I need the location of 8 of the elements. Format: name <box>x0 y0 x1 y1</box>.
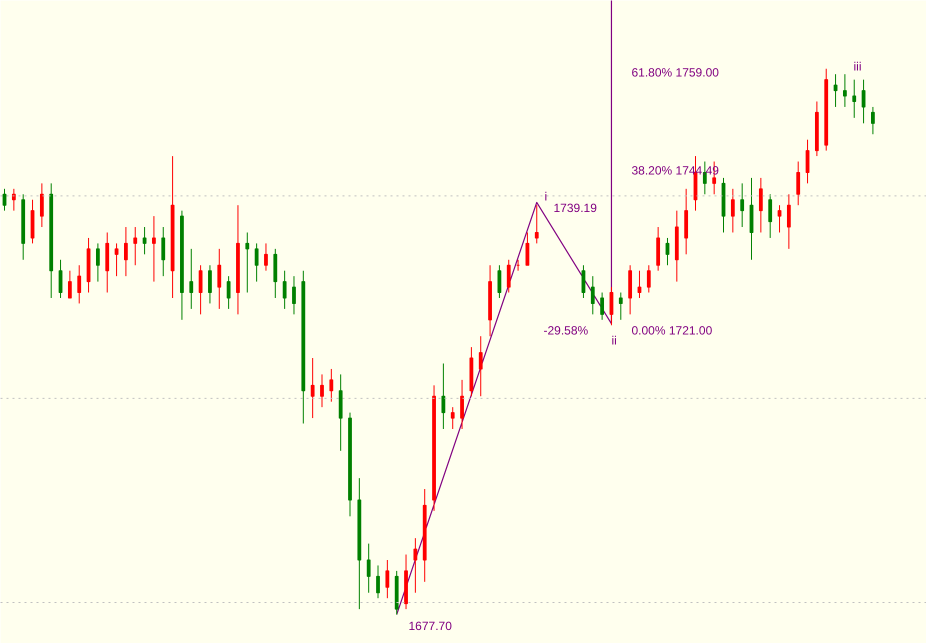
annotation: 61.80% 1759.00 <box>632 66 720 80</box>
annotation: 0.00% 1721.00 <box>632 324 713 338</box>
annotation: -29.58% <box>544 324 589 338</box>
annotation: iii <box>854 60 862 74</box>
annotation: 1739.19 <box>554 201 598 215</box>
annotation: ii <box>612 334 617 348</box>
annotation: i <box>544 190 548 204</box>
text: 1677.70 <box>408 619 452 633</box>
